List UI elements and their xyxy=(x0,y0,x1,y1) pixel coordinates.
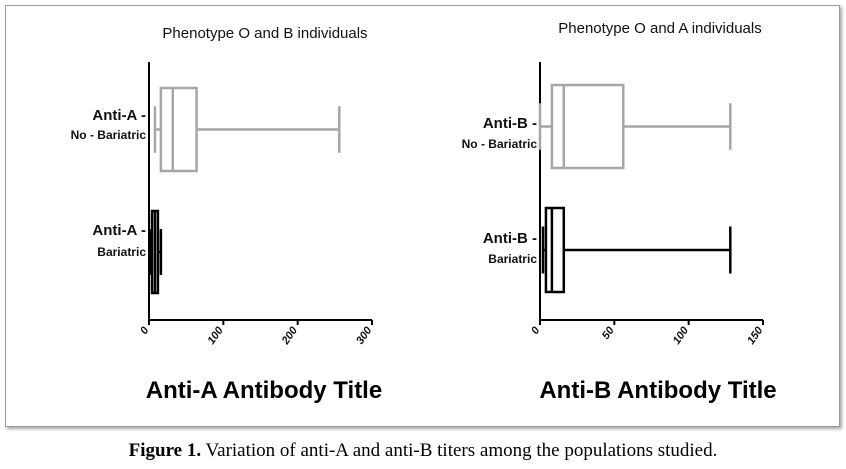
y-label-main: Anti-B - xyxy=(483,115,537,132)
x-tick-label: 100 xyxy=(671,324,692,347)
box-iqr xyxy=(550,83,625,170)
x-tick-label: 100 xyxy=(205,324,226,347)
x-tick-label: 300 xyxy=(354,324,375,347)
x-axis-title: Anti-B Antibody Title xyxy=(539,377,776,404)
caption-text: Variation of anti-A and anti-B titers am… xyxy=(201,440,718,461)
y-label-sub: Bariatric xyxy=(97,245,146,259)
box-iqr xyxy=(159,86,198,173)
figure-charts: Phenotype O and B individuals Anti-A - N… xyxy=(71,20,777,404)
boxes xyxy=(538,83,732,294)
box-iqr xyxy=(544,206,566,294)
caption-label: Figure 1. xyxy=(128,440,202,461)
x-tick-label: 0 xyxy=(529,324,543,337)
boxes xyxy=(149,86,341,295)
chart-title: Phenotype O and A individuals xyxy=(558,20,761,37)
x-tick-label: 150 xyxy=(745,324,766,347)
chart-anti-a: Phenotype O and B individuals Anti-A - N… xyxy=(71,25,383,404)
x-axis-title: Anti-A Antibody Title xyxy=(146,377,382,404)
y-label-sub: Bariatric xyxy=(488,252,537,266)
chart-anti-b: Phenotype O and A individuals Anti-B - N… xyxy=(462,20,777,404)
chart-title: Phenotype O and B individuals xyxy=(162,25,367,42)
figure-frame xyxy=(5,5,840,427)
x-tick-label: 200 xyxy=(279,324,300,347)
x-ticks: 0 100 200 300 xyxy=(138,320,375,348)
x-ticks: 0 50 100 150 xyxy=(529,320,766,347)
y-label-sub: No - Bariatric xyxy=(71,128,147,142)
figure-caption: Figure 1. Variation of anti-A and anti-B… xyxy=(0,440,846,462)
y-label-sub: No - Bariatric xyxy=(462,137,538,151)
y-label-main: Anti-A - xyxy=(92,222,146,239)
y-label-main: Anti-B - xyxy=(483,230,537,247)
y-label-main: Anti-A - xyxy=(92,107,146,124)
x-tick-label: 0 xyxy=(138,324,152,337)
x-tick-label: 50 xyxy=(600,324,617,342)
